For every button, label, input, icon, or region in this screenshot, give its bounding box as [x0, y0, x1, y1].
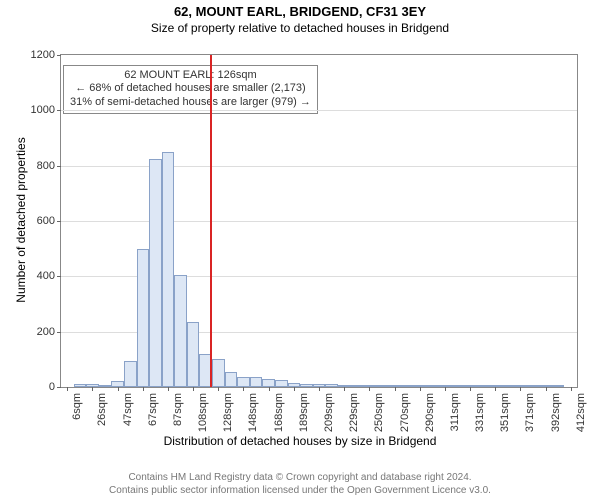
x-tick-mark	[218, 387, 219, 391]
y-tick-label: 200	[37, 326, 55, 338]
x-tick-label: 47sqm	[122, 393, 134, 426]
x-tick-mark	[344, 387, 345, 391]
x-tick-label: 209sqm	[323, 393, 335, 432]
x-tick-label: 67sqm	[147, 393, 159, 426]
y-tick-mark	[57, 221, 61, 222]
x-axis-label: Distribution of detached houses by size …	[0, 434, 600, 448]
x-tick-mark	[269, 387, 270, 391]
y-tick-mark	[57, 55, 61, 56]
x-tick-mark	[92, 387, 93, 391]
x-tick-label: 392sqm	[550, 393, 562, 432]
annotation-line: 31% of semi-detached houses are larger (…	[70, 96, 311, 110]
x-tick-label: 351sqm	[499, 393, 511, 432]
x-tick-mark	[495, 387, 496, 391]
histogram-bar	[99, 385, 112, 387]
histogram-bar	[74, 384, 87, 387]
grid-line	[61, 221, 577, 222]
x-tick-label: 311sqm	[449, 393, 461, 431]
x-tick-label: 128sqm	[222, 393, 234, 432]
histogram-bar	[187, 322, 200, 387]
histogram-bar	[350, 385, 363, 387]
histogram-bar	[137, 249, 150, 387]
y-tick-mark	[57, 387, 61, 388]
histogram-bar	[275, 380, 288, 387]
x-tick-label: 148sqm	[247, 393, 259, 432]
y-tick-label: 1000	[31, 104, 55, 116]
plot-area: 62 MOUNT EARL: 126sqm← 68% of detached h…	[60, 54, 578, 388]
histogram-bar	[476, 385, 489, 387]
x-tick-mark	[143, 387, 144, 391]
x-tick-label: 250sqm	[373, 393, 385, 432]
x-tick-label: 6sqm	[71, 393, 83, 420]
chart-title-main: 62, MOUNT EARL, BRIDGEND, CF31 3EY	[0, 4, 600, 19]
histogram-bar	[527, 385, 540, 387]
histogram-bar	[212, 359, 225, 387]
histogram-bar	[237, 377, 250, 387]
histogram-bar	[552, 385, 565, 387]
y-tick-mark	[57, 276, 61, 277]
x-tick-mark	[243, 387, 244, 391]
y-tick-mark	[57, 166, 61, 167]
y-axis-label: Number of detached properties	[14, 54, 28, 386]
x-tick-mark	[369, 387, 370, 391]
histogram-bar	[325, 384, 338, 387]
y-tick-mark	[57, 332, 61, 333]
annotation-box: 62 MOUNT EARL: 126sqm← 68% of detached h…	[63, 65, 318, 114]
chart-title-sub: Size of property relative to detached ho…	[0, 21, 600, 35]
annotation-line: 62 MOUNT EARL: 126sqm	[70, 69, 311, 83]
histogram-bar	[376, 385, 389, 387]
x-tick-label: 87sqm	[172, 393, 184, 426]
reference-line	[210, 55, 212, 387]
histogram-bar	[300, 384, 313, 387]
x-tick-mark	[294, 387, 295, 391]
x-tick-mark	[395, 387, 396, 391]
histogram-bar	[162, 152, 175, 387]
y-tick-label: 800	[37, 160, 55, 172]
x-tick-mark	[571, 387, 572, 391]
histogram-bar	[501, 385, 514, 387]
x-tick-label: 270sqm	[399, 393, 411, 432]
y-tick-mark	[57, 110, 61, 111]
x-tick-mark	[67, 387, 68, 391]
y-tick-label: 1200	[31, 49, 55, 61]
y-tick-label: 400	[37, 270, 55, 282]
x-tick-mark	[520, 387, 521, 391]
x-tick-mark	[168, 387, 169, 391]
x-tick-mark	[193, 387, 194, 391]
x-tick-label: 290sqm	[424, 393, 436, 432]
x-tick-label: 189sqm	[298, 393, 310, 432]
footer-line-2: Contains public sector information licen…	[0, 485, 600, 498]
x-tick-label: 229sqm	[348, 393, 360, 432]
histogram-bar	[225, 372, 238, 387]
x-tick-mark	[420, 387, 421, 391]
x-tick-mark	[445, 387, 446, 391]
annotation-line: ← 68% of detached houses are smaller (2,…	[70, 82, 311, 96]
histogram-bar	[250, 377, 263, 387]
grid-line	[61, 166, 577, 167]
x-tick-mark	[319, 387, 320, 391]
x-tick-label: 412sqm	[575, 393, 587, 432]
footer-line-1: Contains HM Land Registry data © Crown c…	[0, 472, 600, 485]
y-tick-label: 0	[49, 381, 55, 393]
grid-line	[61, 110, 577, 111]
x-tick-mark	[546, 387, 547, 391]
x-tick-label: 331sqm	[474, 393, 486, 432]
x-tick-label: 168sqm	[273, 393, 285, 432]
x-tick-mark	[118, 387, 119, 391]
x-tick-mark	[470, 387, 471, 391]
x-tick-label: 26sqm	[96, 393, 108, 426]
histogram-bar	[426, 385, 439, 387]
chart-footer: Contains HM Land Registry data © Crown c…	[0, 472, 600, 497]
chart-container: 62, MOUNT EARL, BRIDGEND, CF31 3EY Size …	[0, 0, 600, 500]
histogram-bar	[124, 361, 137, 387]
y-tick-label: 600	[37, 215, 55, 227]
histogram-bar	[149, 159, 162, 387]
histogram-bar	[451, 385, 464, 387]
histogram-bar	[262, 379, 275, 387]
x-tick-label: 371sqm	[524, 393, 536, 432]
histogram-bar	[174, 275, 187, 387]
histogram-bar	[401, 385, 414, 387]
x-tick-label: 108sqm	[197, 393, 209, 432]
